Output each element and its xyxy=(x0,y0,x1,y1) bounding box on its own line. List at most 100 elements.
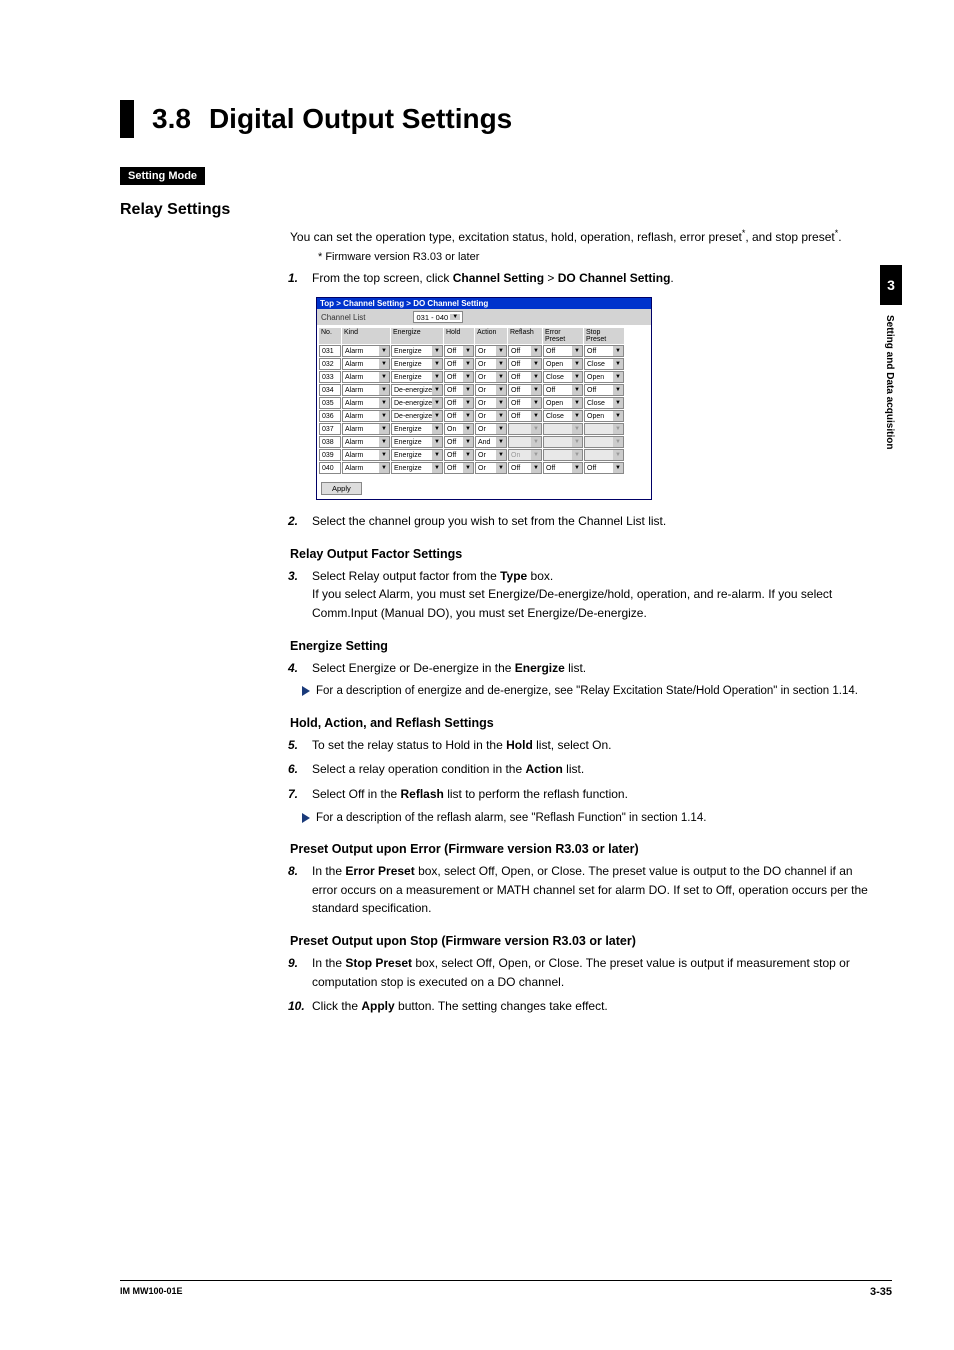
ss-cell-select[interactable]: Energize▼ xyxy=(391,449,443,461)
ss-cell-select[interactable]: ▼ xyxy=(584,449,624,461)
ss-cell-select[interactable]: ▼ xyxy=(584,423,624,435)
ss-cell-select[interactable]: Alarm▼ xyxy=(342,384,390,396)
ss-cell-select[interactable]: Off▼ xyxy=(508,371,542,383)
ss-cell-select[interactable]: Off▼ xyxy=(444,436,474,448)
ss-cell-select[interactable]: Off▼ xyxy=(444,397,474,409)
step-text: list to perform the reflash function. xyxy=(444,787,628,801)
intro-text-c: . xyxy=(838,230,841,244)
ss-cell-select[interactable]: On▼ xyxy=(444,423,474,435)
ss-cell-select[interactable]: Off▼ xyxy=(508,397,542,409)
ss-cell-select[interactable]: Energize▼ xyxy=(391,462,443,474)
ss-cell-select[interactable]: Alarm▼ xyxy=(342,423,390,435)
ss-cell-value: Off xyxy=(511,465,520,472)
ss-cell-select[interactable]: Or▼ xyxy=(475,397,507,409)
ss-col-header: Error Preset xyxy=(543,328,583,344)
ss-cell-select[interactable]: Off▼ xyxy=(584,345,624,357)
ss-row: 035Alarm▼De-energize▼Off▼Or▼Off▼Open▼Clo… xyxy=(319,397,649,409)
ss-cell-select[interactable]: Off▼ xyxy=(543,345,583,357)
ss-cell-select[interactable]: ▼ xyxy=(543,449,583,461)
ss-cell-select[interactable]: Off▼ xyxy=(444,449,474,461)
ss-col-header: Hold xyxy=(444,328,474,344)
ss-cell-select[interactable]: Off▼ xyxy=(508,358,542,370)
ss-cell-select[interactable]: Open▼ xyxy=(584,410,624,422)
ss-cell-select[interactable]: Off▼ xyxy=(444,410,474,422)
ss-cell-select[interactable]: On▼ xyxy=(508,449,542,461)
ss-cell-select[interactable]: Open▼ xyxy=(543,397,583,409)
channel-range-select[interactable]: 031 - 040▼ xyxy=(413,311,463,323)
ss-cell-select[interactable]: Off▼ xyxy=(444,371,474,383)
ss-cell-select[interactable]: Energize▼ xyxy=(391,358,443,370)
dropdown-icon: ▼ xyxy=(531,359,541,369)
ss-cell-select[interactable]: Off▼ xyxy=(508,410,542,422)
section-title: Digital Output Settings xyxy=(209,103,512,135)
ss-cell-select[interactable]: De-energize▼ xyxy=(391,384,443,396)
ss-cell-select[interactable]: De-energize▼ xyxy=(391,397,443,409)
apply-button[interactable]: Apply xyxy=(321,482,362,495)
ss-cell-select[interactable]: Or▼ xyxy=(475,410,507,422)
ss-cell-select[interactable]: ▼ xyxy=(508,423,542,435)
ss-cell-select[interactable]: Alarm▼ xyxy=(342,358,390,370)
ss-cell-select[interactable]: Close▼ xyxy=(584,397,624,409)
ss-cell-select[interactable]: Open▼ xyxy=(543,358,583,370)
ss-cell-value: Off xyxy=(511,374,520,381)
step-3: 3. Select Relay output factor from the T… xyxy=(312,567,870,623)
ss-cell-select[interactable]: Alarm▼ xyxy=(342,449,390,461)
ss-cell-select[interactable]: Or▼ xyxy=(475,371,507,383)
ss-cell-select[interactable]: Energize▼ xyxy=(391,345,443,357)
ss-cell-select[interactable]: Off▼ xyxy=(584,384,624,396)
ss-cell-select[interactable]: Off▼ xyxy=(444,358,474,370)
ss-cell-select[interactable]: ▼ xyxy=(543,423,583,435)
dropdown-icon: ▼ xyxy=(531,424,541,434)
ss-cell-select[interactable]: Off▼ xyxy=(508,462,542,474)
ss-cell-select[interactable]: Close▼ xyxy=(543,371,583,383)
dropdown-icon: ▼ xyxy=(379,411,389,421)
ss-cell-select[interactable]: Or▼ xyxy=(475,384,507,396)
ss-cell-select[interactable]: Or▼ xyxy=(475,449,507,461)
dropdown-icon: ▼ xyxy=(432,346,442,356)
dropdown-icon: ▼ xyxy=(463,385,473,395)
ss-cell-value: De-energize xyxy=(394,400,432,407)
ss-cell-select[interactable]: Or▼ xyxy=(475,345,507,357)
ss-cell-select[interactable]: Alarm▼ xyxy=(342,397,390,409)
ss-cell-select[interactable]: Energize▼ xyxy=(391,423,443,435)
ss-cell-select[interactable]: Off▼ xyxy=(543,384,583,396)
ss-cell-value: Alarm xyxy=(345,387,363,394)
ss-cell-select[interactable]: ▼ xyxy=(543,436,583,448)
dropdown-icon: ▼ xyxy=(379,437,389,447)
ss-cell-select[interactable]: ▼ xyxy=(508,436,542,448)
dropdown-icon: ▼ xyxy=(496,372,506,382)
ss-cell-select[interactable]: Or▼ xyxy=(475,358,507,370)
ss-cell-select[interactable]: And▼ xyxy=(475,436,507,448)
ss-cell-select[interactable]: Open▼ xyxy=(584,371,624,383)
ss-cell-select[interactable]: Off▼ xyxy=(444,345,474,357)
dropdown-icon: ▼ xyxy=(613,385,623,395)
ss-col-header: Stop Preset xyxy=(584,328,624,344)
ss-cell-select[interactable]: Off▼ xyxy=(584,462,624,474)
ss-cell-value: Alarm xyxy=(345,374,363,381)
ss-cell-select[interactable]: Alarm▼ xyxy=(342,371,390,383)
preset-stop-heading: Preset Output upon Stop (Firmware versio… xyxy=(290,934,870,948)
ss-cell-select[interactable]: Or▼ xyxy=(475,462,507,474)
ss-cell-select[interactable]: Alarm▼ xyxy=(342,462,390,474)
ss-cell-select[interactable]: Or▼ xyxy=(475,423,507,435)
ss-cell-select[interactable]: ▼ xyxy=(584,436,624,448)
dropdown-icon: ▼ xyxy=(432,463,442,473)
ss-cell-select[interactable]: Alarm▼ xyxy=(342,345,390,357)
ss-cell-select[interactable]: Close▼ xyxy=(584,358,624,370)
ss-cell-select[interactable]: Energize▼ xyxy=(391,436,443,448)
step-bold: Channel Setting xyxy=(453,271,544,285)
ss-cell-select[interactable]: De-energize▼ xyxy=(391,410,443,422)
ss-cell-select[interactable]: Off▼ xyxy=(543,462,583,474)
ss-cell-select[interactable]: Alarm▼ xyxy=(342,436,390,448)
ss-cell-select[interactable]: Off▼ xyxy=(508,384,542,396)
ss-cell-number: 037 xyxy=(319,423,341,435)
step-bold: Apply xyxy=(361,999,394,1013)
dropdown-icon: ▼ xyxy=(379,450,389,460)
ss-cell-select[interactable]: Off▼ xyxy=(444,384,474,396)
ss-cell-select[interactable]: Alarm▼ xyxy=(342,410,390,422)
ss-cell-select[interactable]: Close▼ xyxy=(543,410,583,422)
har-heading: Hold, Action, and Reflash Settings xyxy=(290,716,870,730)
ss-cell-select[interactable]: Energize▼ xyxy=(391,371,443,383)
ss-cell-select[interactable]: Off▼ xyxy=(508,345,542,357)
ss-cell-select[interactable]: Off▼ xyxy=(444,462,474,474)
